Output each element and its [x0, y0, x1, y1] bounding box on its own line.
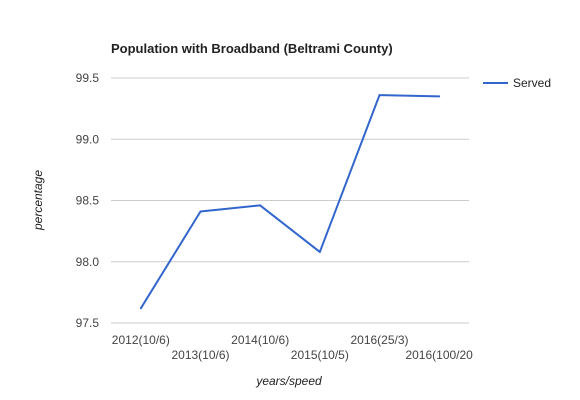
- legend: Served: [483, 76, 551, 90]
- data-point: [438, 95, 441, 98]
- data-point: [378, 94, 381, 97]
- data-point: [259, 204, 262, 207]
- x-axis-title: years/speed: [255, 374, 322, 388]
- gridlines: [111, 77, 469, 324]
- x-tick-label: 2013(10/6): [171, 348, 229, 362]
- series: [139, 94, 441, 310]
- y-tick-label: 99.0: [76, 132, 100, 146]
- x-tick-label: 2016(25/3): [350, 333, 408, 347]
- data-point: [318, 250, 321, 253]
- y-tick-label: 98.0: [76, 255, 100, 269]
- chart-title: Population with Broadband (Beltrami Coun…: [111, 41, 393, 56]
- data-point: [139, 307, 142, 310]
- y-axis-ticks: 97.5 98.0 98.5 99.0 99.5: [76, 71, 100, 330]
- data-point: [199, 210, 202, 213]
- x-axis-ticks: 2012(10/6)2013(10/6)2014(10/6)2015(10/5)…: [112, 333, 473, 362]
- y-tick-label: 98.5: [76, 194, 100, 208]
- y-axis-title: percentage: [31, 170, 45, 231]
- y-tick-label: 99.5: [76, 71, 100, 85]
- x-tick-label: 2015(10/5): [291, 348, 349, 362]
- series-line-served: [139, 94, 440, 309]
- legend-label-served: Served: [513, 76, 551, 90]
- x-tick-label: 2014(10/6): [231, 333, 289, 347]
- y-tick-label: 97.5: [76, 316, 100, 330]
- x-tick-label: 2012(10/6): [112, 333, 170, 347]
- x-tick-label: 2016(100/20: [405, 348, 473, 362]
